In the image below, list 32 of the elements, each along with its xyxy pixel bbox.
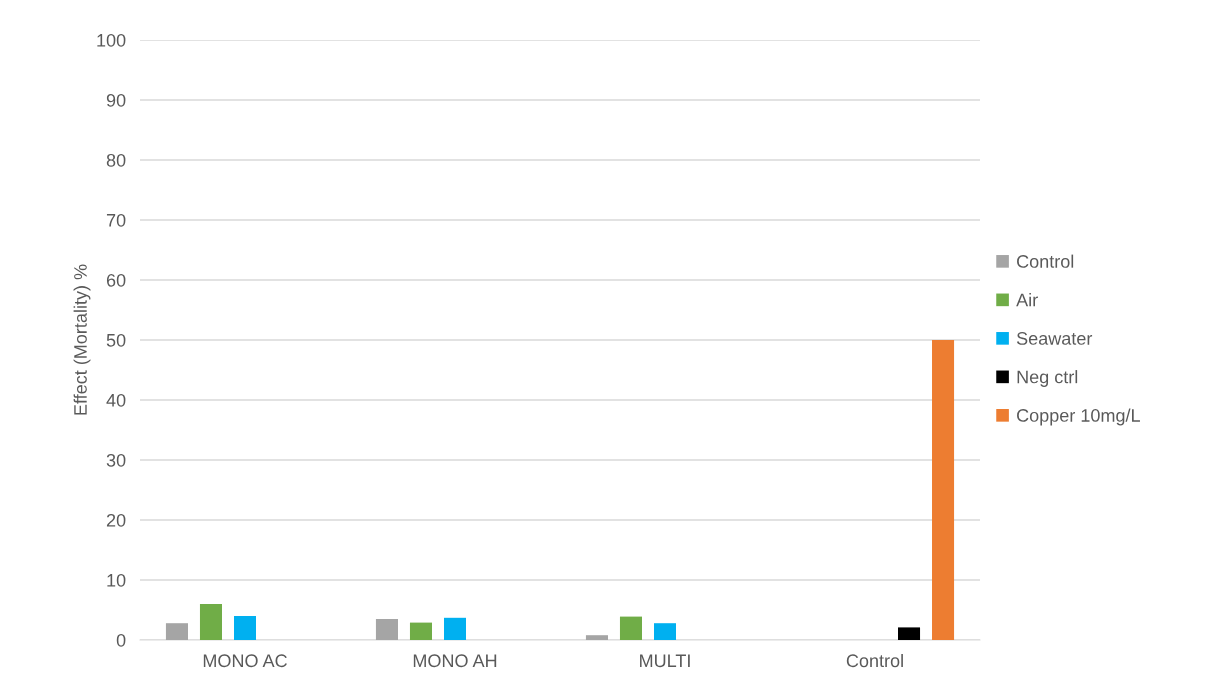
bar	[165, 623, 188, 640]
y-tick-label: 40	[106, 393, 126, 407]
bar	[443, 617, 467, 640]
bar	[619, 616, 642, 640]
y-tick-label: 80	[106, 153, 126, 167]
y-tick-label: 70	[106, 213, 126, 227]
bar	[653, 623, 677, 640]
y-tick-label: 20	[106, 513, 126, 527]
legend-label: Control	[1017, 254, 1074, 268]
y-tick-label: 100	[97, 33, 126, 47]
y-tick-label: 60	[106, 273, 126, 287]
y-tick-label: 0	[116, 633, 126, 647]
x-tick-label: MONO AH	[413, 654, 497, 668]
y-tick-label: 90	[106, 93, 126, 107]
y-tick-label: 30	[106, 453, 126, 467]
legend-label: Air	[1016, 293, 1038, 307]
bar	[897, 627, 921, 640]
x-tick-label: MULTI	[640, 654, 690, 668]
bar	[585, 635, 608, 640]
bar	[199, 604, 222, 640]
legend-label: Seawater	[1016, 332, 1093, 345]
y-tick-label: 10	[107, 573, 126, 587]
bar	[233, 616, 257, 640]
x-tick-label: MONO AC	[203, 654, 287, 668]
legend-label: Copper 10mg/L	[1017, 408, 1140, 426]
legend-label: Neg ctrl	[1017, 370, 1078, 387]
bar	[932, 340, 955, 640]
x-tick-label: Control	[846, 653, 903, 668]
y-axis-title: Effect (Mortality) %	[73, 264, 91, 415]
y-tick-label: 50	[106, 333, 126, 347]
bar	[375, 619, 398, 640]
bar	[409, 622, 432, 640]
